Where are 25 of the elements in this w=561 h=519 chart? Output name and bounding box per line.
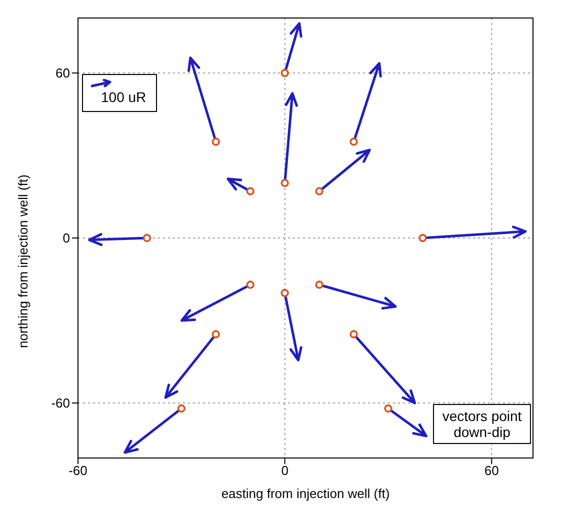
x-tick-label: 60 <box>484 463 499 478</box>
point <box>212 138 220 146</box>
point <box>280 288 289 298</box>
point <box>350 138 358 146</box>
point <box>384 404 392 413</box>
point <box>142 234 152 242</box>
point <box>246 187 254 196</box>
y-tick-label: 60 <box>56 66 70 81</box>
annotation: 100 uR <box>101 89 146 105</box>
point <box>315 187 324 196</box>
point <box>212 330 220 338</box>
y-tick-label: -60 <box>51 396 70 411</box>
annotation: vectors point down-dip <box>433 404 531 444</box>
y-axis-title: northing from injection well (ft) <box>16 174 31 348</box>
x-tick-label: 0 <box>281 463 288 478</box>
y-tick-label: 0 <box>62 230 70 246</box>
point <box>315 280 324 289</box>
point <box>177 404 186 413</box>
x-tick-label: -60 <box>68 463 88 478</box>
point <box>246 280 254 289</box>
point <box>280 178 289 188</box>
point <box>280 68 289 78</box>
x-axis-title: easting from injection well (ft) <box>221 486 390 501</box>
point <box>418 234 427 242</box>
point <box>350 330 358 338</box>
